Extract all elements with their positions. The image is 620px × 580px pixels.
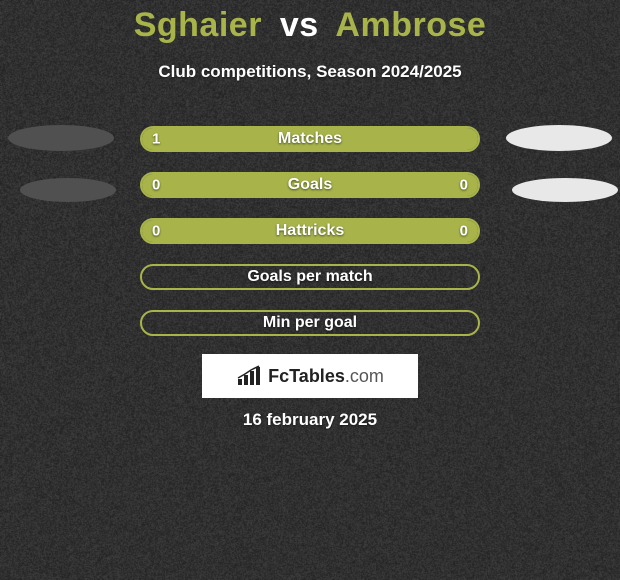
stat-bar: Goals per match: [140, 264, 480, 290]
bar-label: Matches: [142, 130, 478, 148]
branding-main: FcTables: [268, 366, 345, 386]
bar-label: Min per goal: [142, 314, 478, 332]
vs-label: vs: [280, 6, 319, 44]
comparison-infographic: Sghaier vs Ambrose Club competitions, Se…: [0, 0, 620, 580]
comparison-bars: 1Matches 00Goals 00Hattricks Goals per matc…: [140, 126, 480, 356]
subtitle: Club competitions, Season 2024/2025: [0, 62, 620, 82]
bar-label: Hattricks: [142, 222, 478, 240]
left-marker-row1: [8, 125, 114, 151]
bar-label: Goals per match: [142, 268, 478, 286]
player2-name: Ambrose: [335, 6, 486, 44]
branding-box: FcTables.com: [202, 354, 418, 398]
bar-label: Goals: [142, 176, 478, 194]
branding-suffix: .com: [345, 366, 384, 386]
right-marker-row1: [506, 125, 612, 151]
left-marker-row2: [20, 178, 116, 202]
player1-name: Sghaier: [134, 6, 262, 44]
stat-bar: 00Hattricks: [140, 218, 480, 244]
bar-chart-icon: [236, 365, 262, 387]
branding-text: FcTables.com: [268, 366, 384, 387]
stat-bar: 1Matches: [140, 126, 480, 152]
stat-bar: 00Goals: [140, 172, 480, 198]
right-marker-row2: [512, 178, 618, 202]
stat-bar: Min per goal: [140, 310, 480, 336]
footer-date: 16 february 2025: [0, 410, 620, 430]
page-title: Sghaier vs Ambrose: [0, 6, 620, 45]
